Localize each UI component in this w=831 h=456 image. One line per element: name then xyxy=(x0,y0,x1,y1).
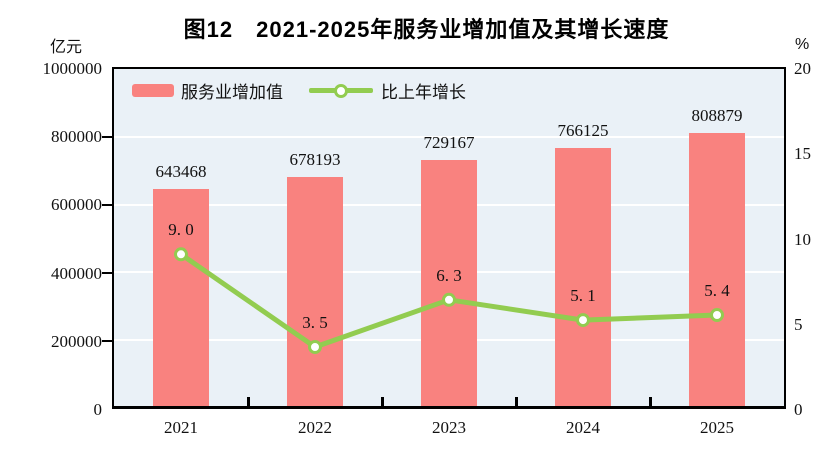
legend-item-line: 比上年增长 xyxy=(283,78,466,103)
bar-2023 xyxy=(421,160,477,406)
x-label-2023: 2023 xyxy=(432,418,466,437)
left-axis-tickmark xyxy=(102,204,112,206)
bar-value-label-2022: 678193 xyxy=(289,150,341,170)
right-tick-10: 10 xyxy=(794,230,811,249)
left-tick-600000: 600000 xyxy=(51,195,102,214)
growth-value-label-2022: 3. 5 xyxy=(302,313,328,332)
growth-point-2021 xyxy=(174,247,188,262)
data-labels-layer: 643468 678193 729167 766125 808879 9. 0 3. 5 6.… xyxy=(114,69,784,406)
x-label-2021: 2021 xyxy=(164,418,198,437)
left-tick-800000: 800000 xyxy=(51,127,102,146)
x-label-2025: 2025 xyxy=(700,418,734,437)
bar-2024 xyxy=(555,147,611,406)
bars-layer xyxy=(114,69,784,406)
x-axis-tickmark xyxy=(247,397,250,406)
line-series-marker-icon xyxy=(309,83,373,98)
growth-value-label-2021: 9. 0 xyxy=(168,220,194,240)
right-tick-20: 20 xyxy=(794,59,811,78)
chart-title: 图12 2021-2025年服务业增加值及其增长速度 xyxy=(183,17,670,42)
legend-bar-label: 服务业增加值 xyxy=(181,83,283,102)
growth-point-2023 xyxy=(442,292,456,307)
plot-area: 643468 678193 729167 766125 808879 9. 0 3. 5 6.… xyxy=(112,67,786,409)
bar-value-label-2021: 643468 xyxy=(155,162,207,182)
x-axis-tickmark xyxy=(515,397,518,406)
legend-item-bar: 服务业增加值 xyxy=(132,78,283,103)
growth-value-label-2023: 6. 3 xyxy=(436,265,462,285)
growth-point-2025 xyxy=(710,308,724,322)
bar-2022 xyxy=(287,177,343,406)
x-axis-tickmark xyxy=(649,397,652,406)
line-marker-dot-icon xyxy=(334,83,348,98)
left-tick-400000: 400000 xyxy=(51,264,102,283)
growth-point-2022 xyxy=(308,340,322,354)
gridline-800000 xyxy=(114,136,784,138)
left-axis-tickmark xyxy=(102,272,112,274)
x-label-2022: 2022 xyxy=(298,418,332,437)
bar-value-label-2023: 729167 xyxy=(423,133,475,153)
legend: 服务业增加值 比上年增长 xyxy=(132,78,466,103)
bar-2025 xyxy=(689,133,745,406)
growth-line-layer xyxy=(174,247,724,354)
left-axis-tickmark xyxy=(102,136,112,138)
bar-value-label-2024: 766125 xyxy=(557,120,609,140)
legend-line-label: 比上年增长 xyxy=(381,83,466,102)
x-axis-tickmark xyxy=(381,397,384,406)
left-axis-tickmark xyxy=(102,340,112,342)
left-tick-1000000: 1000000 xyxy=(42,59,103,78)
right-tick-5: 5 xyxy=(794,315,803,334)
bar-2021 xyxy=(153,189,209,406)
x-label-2024: 2024 xyxy=(566,418,600,437)
left-axis-unit: 亿元 xyxy=(50,39,83,56)
bar-series-swatch-icon xyxy=(132,84,174,97)
right-axis-unit: % xyxy=(795,36,810,53)
right-tick-0: 0 xyxy=(794,400,803,419)
growth-value-label-2024: 5. 1 xyxy=(570,286,596,306)
growth-point-2024 xyxy=(576,313,590,328)
left-tick-200000: 200000 xyxy=(51,332,102,351)
right-tick-15: 15 xyxy=(794,144,811,163)
bar-value-label-2025: 808879 xyxy=(691,106,743,126)
growth-value-label-2025: 5. 4 xyxy=(704,281,730,300)
left-tick-0: 0 xyxy=(93,400,103,419)
x-tickmarks-layer xyxy=(114,69,784,406)
